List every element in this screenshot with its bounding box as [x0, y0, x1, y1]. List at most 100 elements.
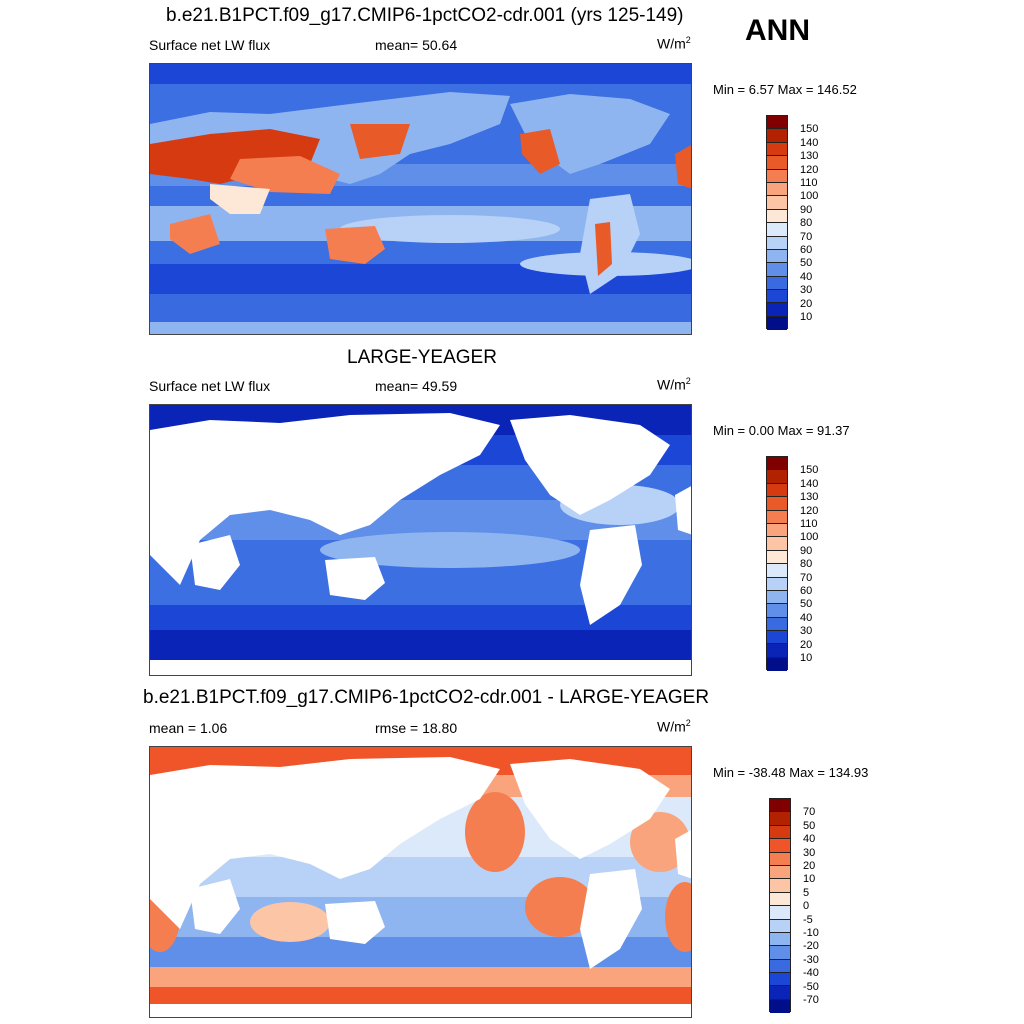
- panel3-colorbar-tick: 70: [803, 806, 816, 818]
- panel2-mean-label: mean= 49.59: [375, 378, 458, 394]
- panel3-colorbar-tick: -10: [803, 927, 819, 939]
- panel1-colorbar-tick: 90: [800, 204, 813, 216]
- panel3-colorbar-tick: 10: [803, 873, 816, 885]
- panel2-colorbar-swatch: [767, 497, 787, 511]
- panel2-colorbar: [766, 456, 788, 672]
- panel1-colorbar-tick: 110: [800, 177, 818, 189]
- panel2-colorbar-swatch: [767, 564, 787, 578]
- panel1-colorbar-tick: 140: [800, 137, 819, 149]
- panel2-colorbar-tick: 20: [800, 639, 813, 651]
- panel3-colorbar-tick: -20: [803, 940, 819, 952]
- panel3-mean-label: mean = 1.06: [149, 720, 228, 736]
- panel2-colorbar-tick: 40: [800, 612, 813, 624]
- panel3-colorbar-swatch: [770, 892, 790, 907]
- panel2-colorbar-swatch: [767, 644, 787, 658]
- panel1-colorbar-swatch: [767, 209, 787, 224]
- panel2-unit-label: W/m2: [657, 376, 691, 393]
- panel3-colorbar-swatch: [770, 919, 790, 933]
- panel2-colorbar-tick: 100: [800, 531, 819, 543]
- panel1-colorbar-tick: 150: [800, 123, 819, 135]
- panel2-colorbar-tick: 140: [800, 478, 819, 490]
- panel2-colorbar-tick: 150: [800, 464, 819, 476]
- panel1-colorbar-tick: 50: [800, 257, 813, 269]
- panel2-colorbar-tick: 90: [800, 545, 813, 557]
- panel3-colorbar-tick: -50: [803, 981, 819, 993]
- panel3-colorbar-swatch: [770, 973, 790, 987]
- panel3-map: [149, 746, 692, 1018]
- panel1-map: [149, 63, 692, 335]
- panel3-colorbar-swatch: [770, 839, 790, 853]
- panel1-mean-label: mean= 50.64: [375, 37, 458, 53]
- panel1-colorbar-tick: 120: [800, 164, 819, 176]
- panel2-colorbar-swatch: [767, 657, 787, 672]
- panel1-colorbar-tick: 70: [800, 231, 813, 243]
- panel2-colorbar-swatch: [767, 537, 787, 551]
- panel2-colorbar-swatch: [767, 483, 787, 498]
- panel3-minmax-label: Min = -38.48 Max = 134.93: [713, 765, 869, 780]
- panel2-colorbar-swatch: [767, 470, 787, 484]
- panel2-colorbar-tick: 70: [800, 572, 813, 584]
- panel2-colorbar-swatch: [767, 550, 787, 565]
- panel3-colorbar-tick: 50: [803, 820, 816, 832]
- panel2-colorbar-tick: 30: [800, 625, 813, 637]
- panel1-colorbar-swatch: [767, 129, 787, 143]
- panel1-colorbar-swatch: [767, 196, 787, 210]
- panel1-unit-label: W/m2: [657, 35, 691, 52]
- panel1-colorbar-swatch: [767, 182, 787, 197]
- panel3-unit-label: W/m2: [657, 718, 691, 735]
- panel2-colorbar-tick: 50: [800, 598, 813, 610]
- panel1-colorbar-swatch: [767, 223, 787, 237]
- panel1-colorbar-tick: 30: [800, 284, 813, 296]
- panel1-title: b.e21.B1PCT.f09_g17.CMIP6-1pctCO2-cdr.00…: [166, 5, 684, 26]
- panel1-colorbar-tick: 60: [800, 244, 813, 256]
- panel2-colorbar-swatch: [767, 457, 787, 471]
- panel2-colorbar-tick: 80: [800, 558, 813, 570]
- panel3-colorbar-swatch: [770, 852, 790, 866]
- panel1-minmax-label: Min = 6.57 Max = 146.52: [713, 82, 857, 97]
- panel2-colorbar-swatch: [767, 590, 787, 605]
- panel3-colorbar-tick: 20: [803, 860, 816, 872]
- season-label: ANN: [745, 14, 810, 47]
- panel2-colorbar-swatch: [767, 631, 787, 645]
- panel3-rmse-label: rmse = 18.80: [375, 720, 458, 736]
- panel1-colorbar-swatch: [767, 316, 787, 331]
- panel3-colorbar-swatch: [770, 999, 790, 1014]
- panel1-colorbar-swatch: [767, 169, 787, 183]
- panel2-colorbar-tick: 120: [800, 505, 819, 517]
- panel3-colorbar-swatch: [770, 865, 790, 880]
- panel2-title: LARGE-YEAGER: [347, 347, 497, 368]
- panel1-colorbar-swatch: [767, 249, 787, 264]
- panel3-colorbar-tick: -5: [803, 914, 813, 926]
- panel2-colorbar-tick: 110: [800, 518, 818, 530]
- panel2-minmax-label: Min = 0.00 Max = 91.37: [713, 423, 850, 438]
- panel1-colorbar-swatch: [767, 236, 787, 250]
- panel3-colorbar-tick: -70: [803, 994, 819, 1006]
- panel2-colorbar-swatch: [767, 604, 787, 618]
- panel2-colorbar-swatch: [767, 577, 787, 591]
- panel1-colorbar-tick: 100: [800, 190, 819, 202]
- panel2-colorbar-swatch: [767, 617, 787, 632]
- panel3-colorbar-tick: 0: [803, 900, 810, 912]
- panel1-colorbar-swatch: [767, 263, 787, 277]
- panel2-colorbar-tick: 60: [800, 585, 813, 597]
- panel1-colorbar-swatch: [767, 142, 787, 157]
- panel3-colorbar-swatch: [770, 906, 790, 920]
- panel1-colorbar-tick: 40: [800, 271, 813, 283]
- panel3-colorbar-tick: 30: [803, 847, 816, 859]
- panel1-colorbar-swatch: [767, 290, 787, 304]
- panel1-colorbar-tick: 10: [800, 311, 813, 323]
- panel1-variable-label: Surface net LW flux: [149, 37, 271, 53]
- panel2-variable-label: Surface net LW flux: [149, 378, 271, 394]
- panel2-map: [149, 404, 692, 676]
- panel1-colorbar-swatch: [767, 303, 787, 317]
- panel1-colorbar-tick: 130: [800, 150, 819, 162]
- panel3-colorbar-swatch: [770, 879, 790, 893]
- panel1-colorbar: [766, 115, 788, 331]
- panel1-colorbar-swatch: [767, 156, 787, 170]
- panel3-title: b.e21.B1PCT.f09_g17.CMIP6-1pctCO2-cdr.00…: [143, 687, 710, 708]
- panel2-colorbar-swatch: [767, 510, 787, 524]
- panel2-colorbar-tick: 10: [800, 652, 813, 664]
- panel3-colorbar-swatch: [770, 932, 790, 947]
- panel3-colorbar-swatch: [770, 946, 790, 960]
- panel3-colorbar-swatch: [770, 799, 790, 813]
